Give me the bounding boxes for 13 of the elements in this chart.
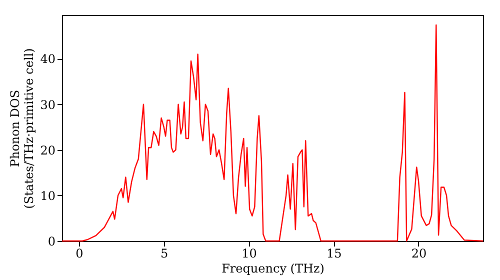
x-axis-title: Frequency (THz) bbox=[222, 262, 324, 276]
x-tick-label: 0 bbox=[76, 246, 84, 260]
y-axis-title: Phonon DOS (States/THz·primitive cell) bbox=[8, 48, 36, 209]
y-tick-label: 0 bbox=[48, 234, 56, 248]
y-tick-label: 10 bbox=[40, 188, 56, 203]
y-tick-label: 20 bbox=[40, 143, 56, 158]
x-tick-label: 10 bbox=[242, 246, 257, 260]
x-tick-label: 20 bbox=[411, 246, 427, 260]
x-tick-label: 15 bbox=[326, 246, 342, 260]
y-tick-label: 30 bbox=[40, 98, 56, 112]
x-tick-label: 5 bbox=[160, 246, 168, 260]
line-series bbox=[61, 24, 484, 242]
y-tick-label: 40 bbox=[40, 52, 56, 66]
